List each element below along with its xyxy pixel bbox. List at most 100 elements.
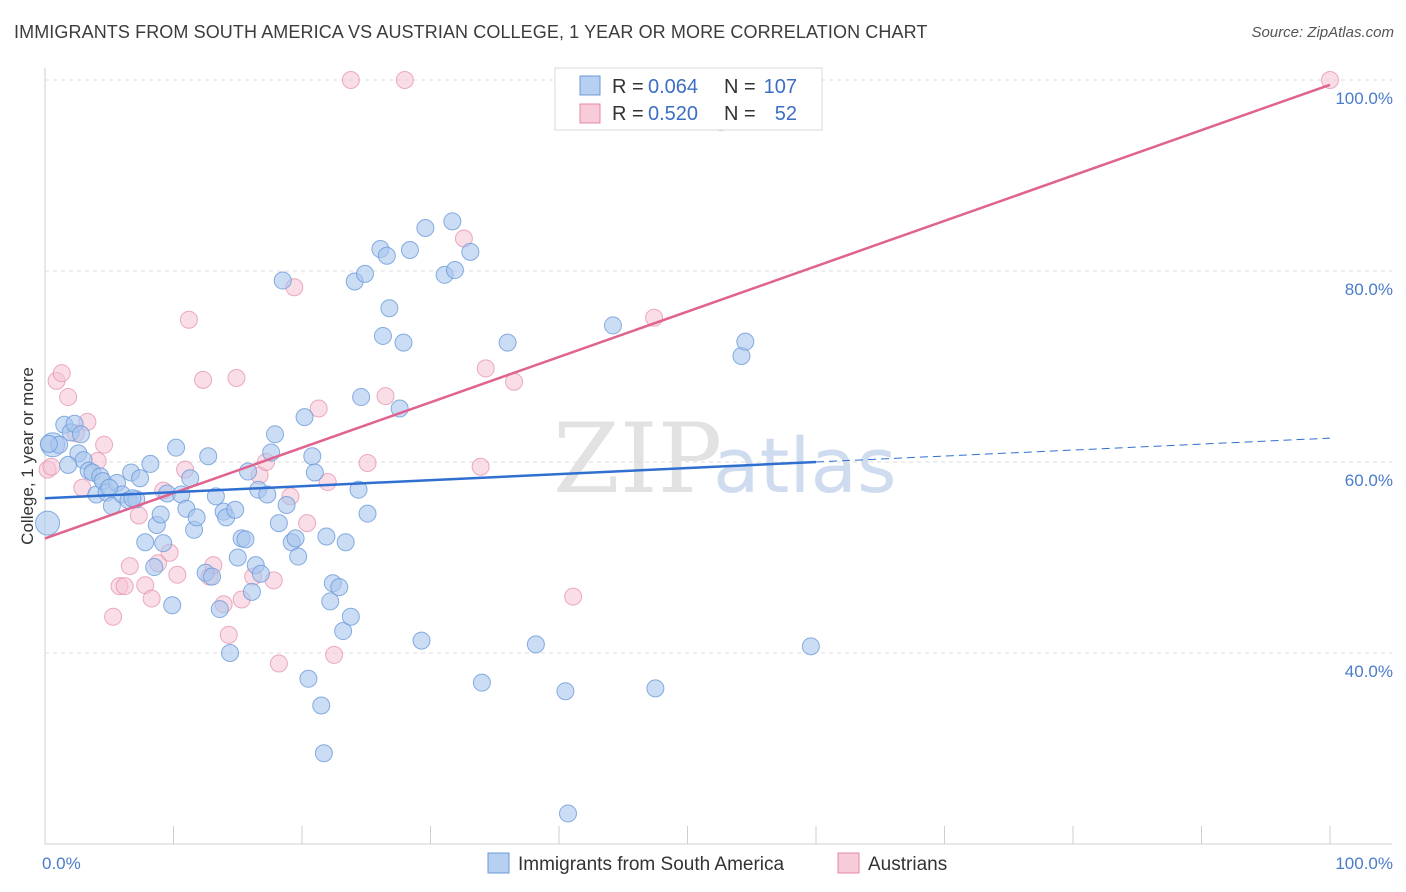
point-south-america-69	[321, 592, 340, 611]
point-south-america-45	[228, 548, 247, 567]
y-tick-labels: 40.0% 60.0% 80.0% 100.0%	[1335, 89, 1393, 681]
point-austrians-43	[376, 387, 395, 406]
point-south-america-37	[199, 447, 218, 466]
point-south-america-90	[443, 212, 462, 231]
point-south-america-92	[461, 242, 480, 261]
point-south-america-39	[206, 487, 225, 506]
point-south-america-22	[136, 533, 155, 552]
point-south-america-102	[801, 637, 820, 656]
point-austrians-22	[179, 310, 198, 329]
point-south-america-35	[187, 508, 206, 527]
x-tick-label-min: 0.0%	[42, 854, 81, 873]
series-legend-swatch-blue	[487, 852, 510, 874]
point-south-america-68	[317, 527, 336, 546]
point-austrians-4	[59, 388, 78, 407]
point-south-america-83	[380, 299, 399, 318]
legend-r-label-pink: R =	[612, 103, 644, 125]
point-south-america-64	[303, 447, 322, 466]
y-tick-label-80: 80.0%	[1345, 280, 1393, 299]
point-austrians-38	[309, 399, 328, 418]
point-south-america-60	[286, 529, 305, 548]
point-south-america-87	[412, 631, 431, 650]
point-austrians-46	[471, 457, 490, 476]
point-south-america-101	[736, 332, 755, 351]
point-austrians-27	[219, 625, 238, 644]
y-tick-label-100: 100.0%	[1335, 89, 1393, 108]
point-south-america-38	[203, 567, 222, 586]
point-austrians-34	[269, 654, 288, 673]
point-south-america-56	[269, 514, 288, 533]
x-tick-label-max: 100.0%	[1335, 854, 1393, 873]
chart-title: IMMIGRANTS FROM SOUTH AMERICA VS AUSTRIA…	[14, 22, 928, 42]
point-south-america-29	[163, 596, 182, 615]
point-south-america-98	[603, 316, 622, 335]
point-south-america-93	[472, 673, 491, 692]
point-austrians-37	[298, 514, 317, 533]
point-south-america-27	[154, 534, 173, 553]
point-south-america-99	[646, 679, 665, 698]
point-south-america-30	[167, 438, 186, 457]
point-south-america-0	[35, 510, 61, 536]
point-south-america-24	[145, 558, 164, 577]
point-south-america-74	[341, 607, 360, 626]
point-austrians-3	[52, 364, 71, 383]
trend-lines	[44, 83, 1331, 540]
point-south-america-97	[558, 804, 577, 823]
point-south-america-62	[295, 408, 314, 427]
legend-swatch-pink	[579, 103, 601, 124]
point-austrians-44	[395, 71, 414, 89]
y-tick-label-40: 40.0%	[1345, 662, 1393, 681]
point-austrians-10	[104, 607, 123, 626]
point-south-america-72	[334, 622, 353, 641]
x-tick-marks	[44, 826, 1331, 844]
point-south-america-26	[151, 505, 170, 524]
legend-n-value-pink: 52	[775, 103, 797, 125]
legend-r-value-blue: 0.064	[648, 76, 698, 98]
point-south-america-82	[377, 246, 396, 265]
point-austrians-1	[42, 457, 61, 476]
point-south-america-21	[131, 469, 150, 488]
point-austrians-28	[227, 368, 246, 387]
legend-swatch-blue	[579, 75, 601, 96]
point-austrians-49	[564, 587, 583, 606]
point-austrians-47	[476, 359, 495, 378]
point-south-america-52	[251, 564, 270, 583]
trend-line-south-america	[44, 460, 817, 500]
point-austrians-20	[168, 565, 187, 584]
point-south-america-88	[416, 219, 435, 238]
point-austrians-41	[341, 71, 360, 89]
trend-line-south-america-extension	[815, 437, 1331, 463]
series-legend: Immigrants from South America Austrians	[487, 852, 947, 875]
legend-r-label-blue: R =	[612, 76, 644, 98]
y-axis-label: College, 1 year or more	[18, 367, 37, 545]
point-south-america-103	[39, 434, 58, 453]
point-south-america-53	[258, 485, 277, 504]
point-south-america-7	[71, 425, 90, 444]
point-austrians-9	[95, 435, 114, 454]
y-tick-label-60: 60.0%	[1345, 471, 1393, 490]
point-austrians-40	[325, 645, 344, 664]
point-south-america-91	[445, 261, 464, 280]
trend-line-austrians	[44, 83, 1331, 540]
legend-n-label-pink: N =	[724, 103, 756, 125]
point-south-america-63	[299, 669, 318, 688]
point-south-america-47	[236, 530, 255, 549]
legend-n-label-blue: N =	[724, 76, 756, 98]
point-south-america-66	[312, 696, 331, 715]
point-south-america-104	[59, 455, 78, 474]
point-south-america-94	[498, 333, 517, 352]
legend-n-value-blue: 107	[764, 76, 797, 98]
point-south-america-96	[556, 682, 575, 701]
point-south-america-57	[273, 271, 292, 290]
point-south-america-61	[289, 547, 308, 566]
point-austrians-16	[142, 589, 161, 608]
point-austrians-52	[1321, 71, 1339, 89]
point-south-america-77	[352, 388, 371, 407]
point-south-america-81	[373, 326, 392, 345]
point-south-america-43	[221, 644, 240, 662]
point-austrians-42	[358, 453, 377, 472]
stats-legend: R = 0.064 N = 107 R = 0.520 N = 52	[554, 67, 823, 131]
point-south-america-55	[266, 425, 285, 444]
point-south-america-76	[349, 480, 368, 499]
series-austrians-points	[38, 71, 1339, 673]
